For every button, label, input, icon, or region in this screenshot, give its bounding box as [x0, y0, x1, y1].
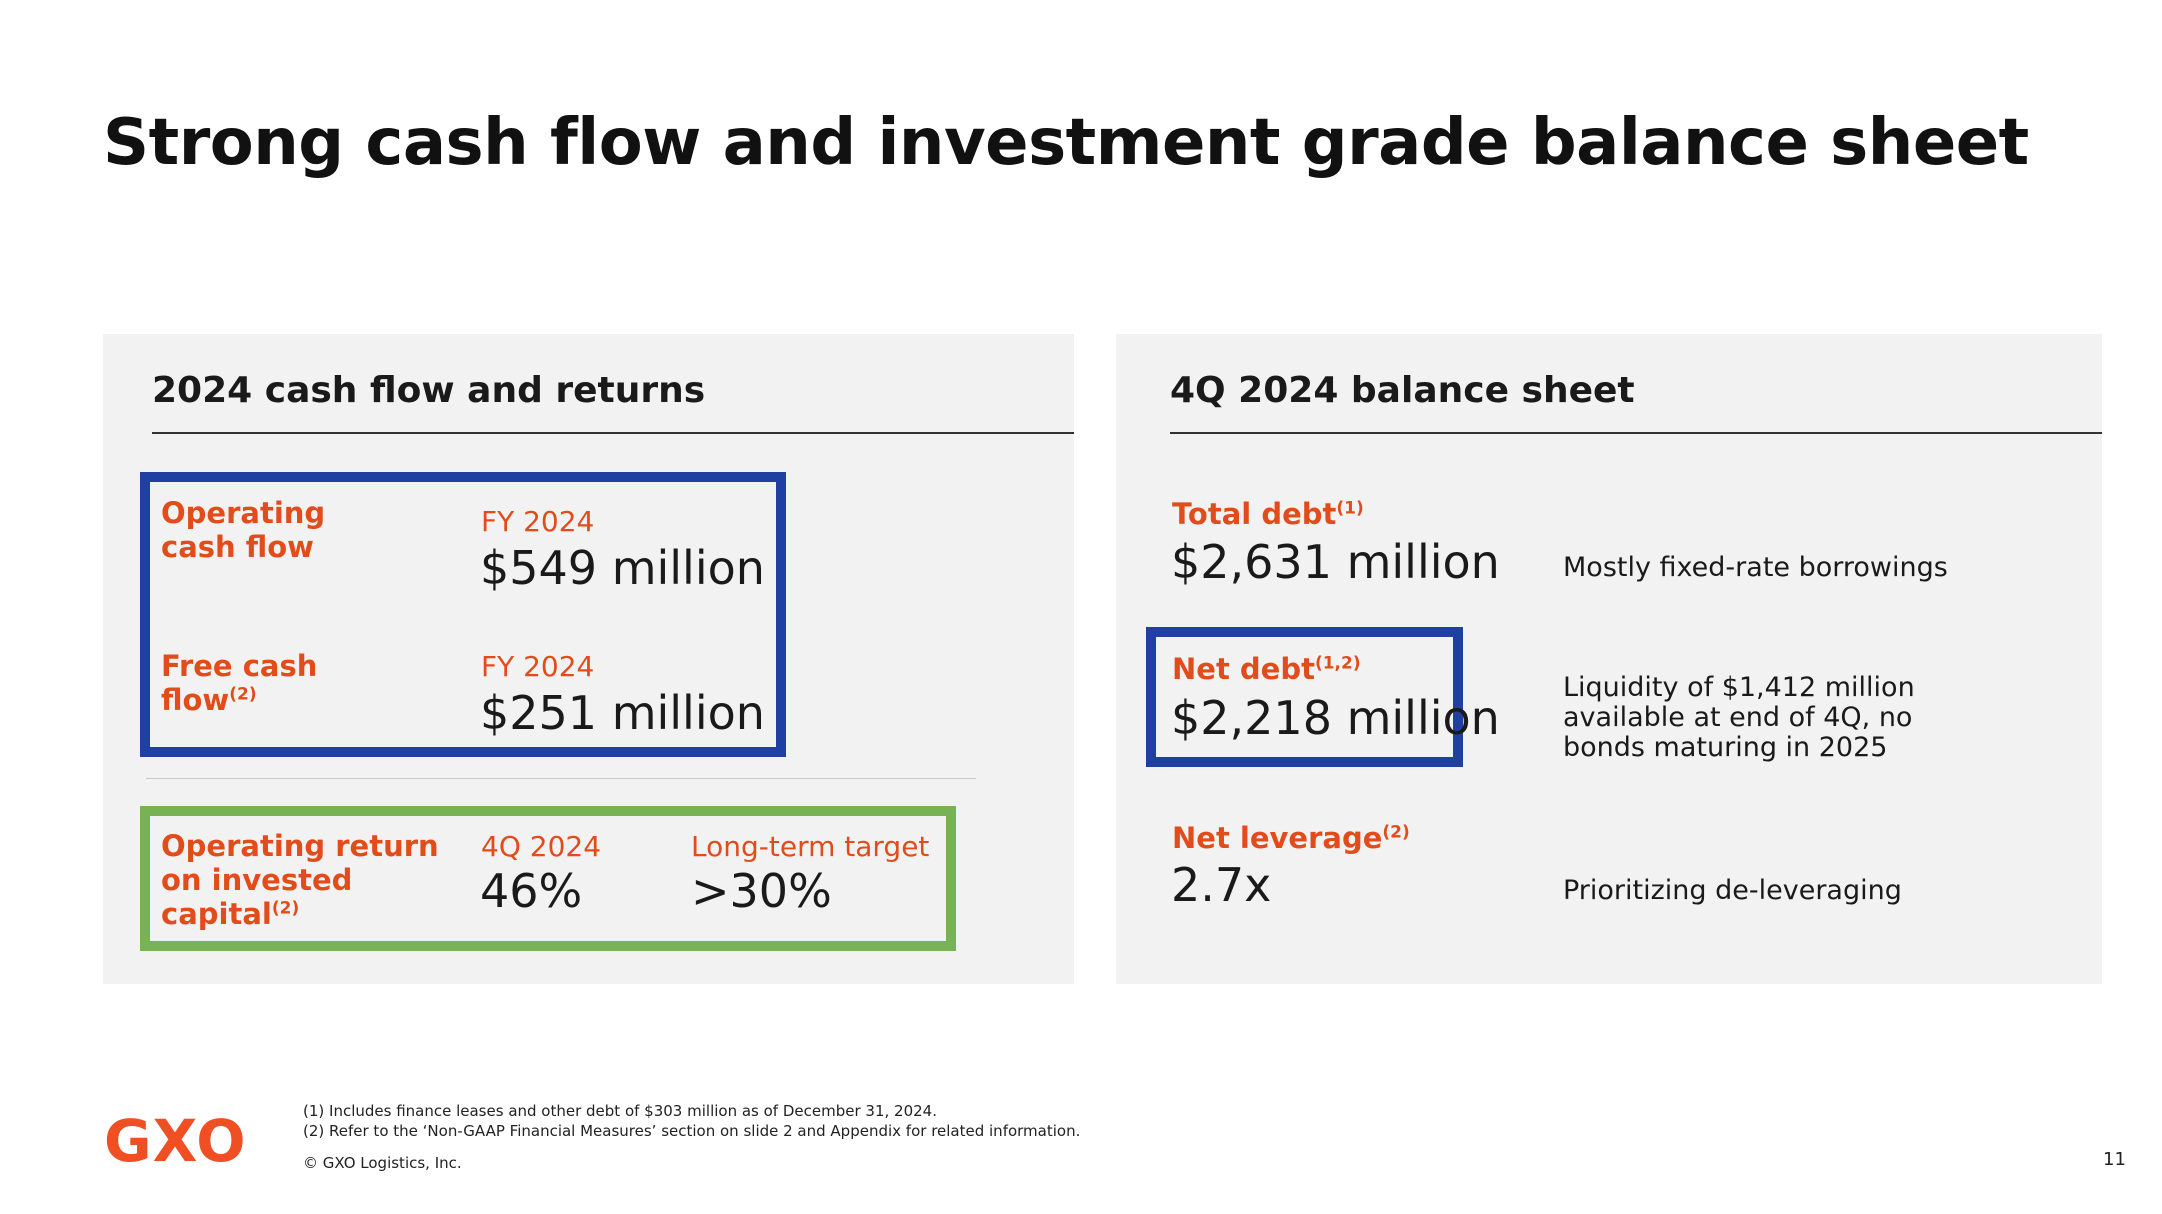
footnote-1: (1) Includes finance leases and other de… — [303, 1102, 937, 1120]
page-number: 11 — [2103, 1149, 2126, 1170]
balance-sheet-heading-rule — [1170, 432, 2102, 434]
roic-label: Operating return on invested capital(2) — [161, 829, 439, 931]
ocf-value: $549 million — [480, 541, 765, 595]
fcf-value: $251 million — [480, 686, 765, 740]
net-leverage-label: Net leverage(2) — [1172, 821, 1410, 855]
cash-flow-heading-rule — [152, 432, 1074, 434]
net-debt-value: $2,218 million — [1171, 691, 1500, 745]
net-debt-label: Net debt(1,2) — [1172, 652, 1361, 686]
fcf-period: FY 2024 — [481, 650, 595, 683]
balance-sheet-panel — [1116, 334, 2102, 984]
fcf-label: Free cash flow(2) — [161, 649, 318, 717]
net-leverage-value: 2.7x — [1171, 858, 1272, 912]
slide-title: Strong cash flow and investment grade ba… — [103, 106, 2029, 180]
cash-flow-heading: 2024 cash flow and returns — [152, 370, 706, 411]
net-debt-note: Liquidity of $1,412 million available at… — [1563, 672, 1915, 763]
roic-target-value: >30% — [691, 864, 832, 918]
ocf-period: FY 2024 — [481, 505, 595, 538]
cash-flow-panel — [103, 334, 1074, 984]
total-debt-label: Total debt(1) — [1172, 497, 1364, 531]
roic-period: 4Q 2024 — [481, 830, 602, 863]
ocf-label: Operating cash flow — [161, 496, 326, 564]
total-debt-value: $2,631 million — [1171, 535, 1500, 589]
copyright: © GXO Logistics, Inc. — [303, 1154, 462, 1172]
roic-value: 46% — [480, 864, 583, 918]
footnote-2: (2) Refer to the ‘Non-GAAP Financial Mea… — [303, 1122, 1081, 1140]
roic-highlight-box — [140, 806, 956, 951]
section-divider — [146, 778, 976, 779]
balance-sheet-heading: 4Q 2024 balance sheet — [1170, 370, 1635, 411]
net-leverage-note: Prioritizing de-leveraging — [1563, 875, 1902, 906]
cash-flow-highlight-box — [140, 472, 786, 757]
gxo-logo: GXO — [104, 1107, 247, 1175]
total-debt-note: Mostly fixed-rate borrowings — [1563, 552, 1948, 583]
net-debt-highlight-box — [1146, 627, 1463, 767]
roic-target-label: Long-term target — [691, 830, 930, 863]
